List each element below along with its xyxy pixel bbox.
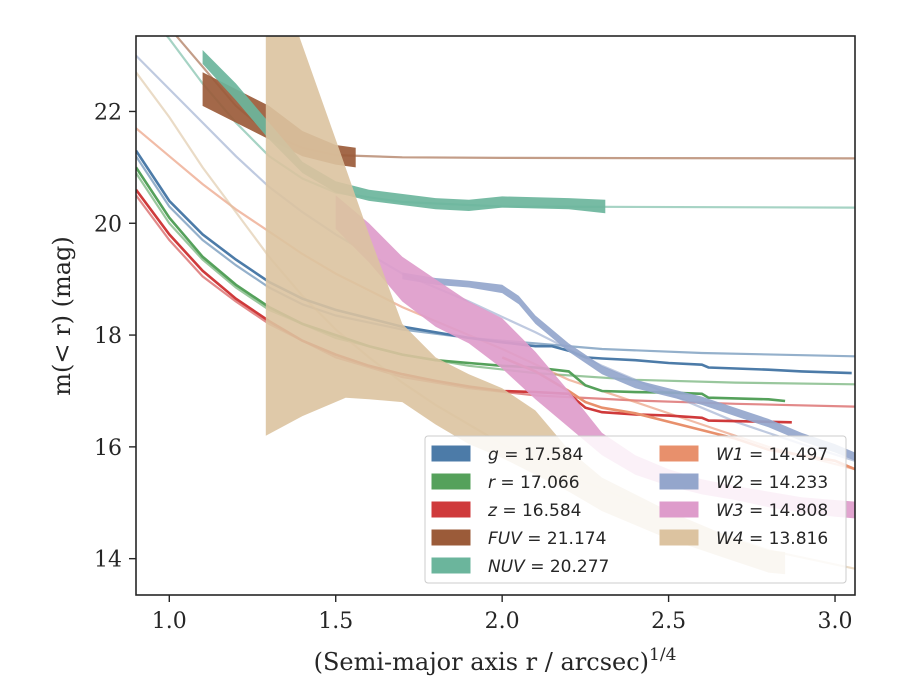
x-tick-label: 3.0: [818, 609, 853, 634]
legend-label-w4: W4 = 13.816: [716, 529, 828, 549]
legend-label-r: r = 17.066: [488, 473, 580, 493]
y-tick-label: 16: [94, 436, 122, 461]
x-tick-label: 1.5: [318, 609, 353, 634]
legend-swatch-g: [431, 445, 471, 462]
data-band-w2: [402, 272, 855, 461]
ticks-layer: 1.0 1.5 2.0 2.5 3.0 14 16 18 20 22: [94, 100, 853, 634]
y-tick-label: 14: [94, 548, 122, 573]
legend-label-w3: W3 = 14.808: [716, 501, 828, 521]
legend-label-w2: W2 = 14.233: [716, 473, 828, 493]
x-tick-label: 1.0: [152, 609, 187, 634]
legend-label-nuv: NUV = 20.277: [488, 557, 609, 577]
x-tick-label: 2.5: [651, 609, 686, 634]
legend-frame: [424, 435, 847, 584]
model-line-z: [136, 194, 855, 408]
legend-label-w1: W1 = 14.497: [716, 445, 828, 465]
legend-swatch-z: [431, 501, 471, 518]
legend-swatch-w4: [659, 529, 699, 546]
x-axis-title: (Semi-major axis r / arcsec)1/4: [314, 645, 677, 676]
data-band-nuv: [202, 50, 606, 214]
x-axis-title-exponent: 1/4: [649, 645, 676, 665]
y-axis-title: m(< r) (mag): [48, 236, 76, 395]
model-line-fuv: [175, 36, 855, 160]
plot-frame: [135, 35, 856, 596]
legend-swatch-r: [431, 473, 471, 490]
y-tick-label: 18: [94, 324, 122, 349]
legend-swatch-w1: [659, 445, 699, 462]
legend-swatch-w2: [659, 473, 699, 490]
legend-label-fuv: FUV = 21.174: [488, 529, 606, 549]
x-tick-label: 2.0: [485, 609, 520, 634]
y-tick-label: 20: [94, 212, 122, 237]
legend-label-g: g = 17.584: [488, 445, 583, 465]
legend-label-z: z = 16.584: [487, 501, 581, 521]
y-tick-label: 22: [94, 100, 122, 125]
legend-swatch-nuv: [431, 557, 471, 574]
legend-swatch-w3: [659, 501, 699, 518]
legend: g = 17.584 r = 17.066 z = 16.584 FUV = 21.1…: [424, 435, 847, 584]
legend-swatch-fuv: [431, 529, 471, 546]
model-line-w1: [136, 127, 855, 471]
